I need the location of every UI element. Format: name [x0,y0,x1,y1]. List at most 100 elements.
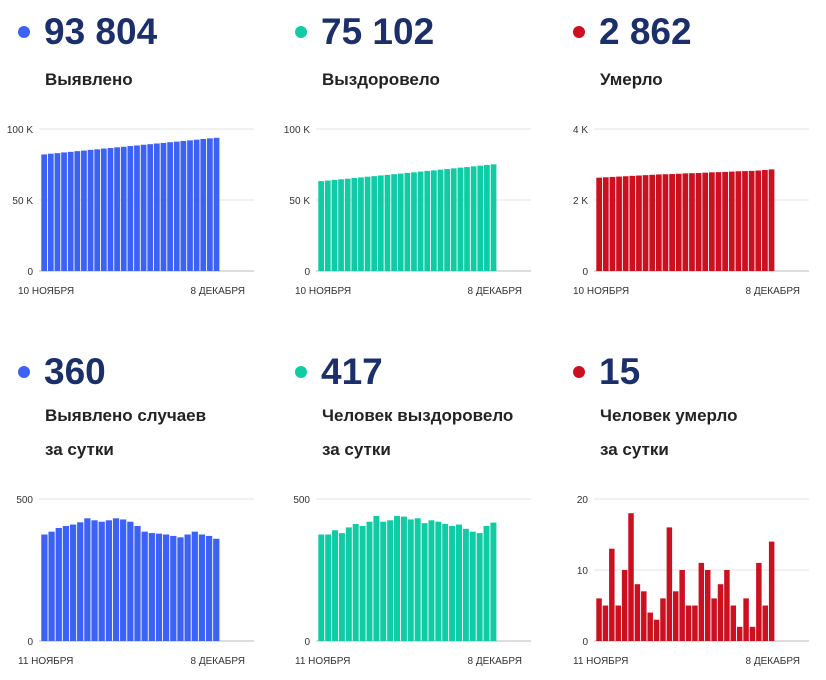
bar [114,147,120,271]
y-tick-label: 100 K [284,125,310,136]
bar [163,534,170,641]
bar [47,153,54,271]
x-tick-label-start: 10 НОЯБРЯ [573,286,629,297]
bar [100,148,107,271]
bar [134,145,140,271]
bar [120,519,127,641]
bar [634,584,641,641]
stat-number: 93 804 [44,11,158,52]
detected-total-panel: 93 804 Выявлено 0 50 K 100 K 10 НОЯБРЯ 8 ДЕКАБ… [0,0,270,330]
bar [615,605,621,641]
bar [647,612,653,641]
bar [380,521,387,641]
bar [331,179,338,271]
stat-number: 360 [44,351,106,392]
legend-dot [18,26,30,38]
y-tick-label: 0 [304,637,310,648]
x-tick-label-end: 8 ДЕКАБРЯ [467,656,522,667]
recovered-total-chart: 0 50 K 100 K 10 НОЯБРЯ 8 ДЕКАБРЯ [284,125,531,297]
bar [141,531,148,641]
bar [457,167,464,271]
bar [655,174,662,271]
recovered-daily-panel: 417 Человек выздоровело за сутки 0 500 11 НОЯ… [277,340,547,670]
bar [391,174,397,271]
bar [105,520,112,641]
bar [711,598,717,641]
stat-number: 417 [321,351,383,392]
y-tick-label: 0 [304,267,310,278]
bar [743,598,749,641]
bar [616,176,622,271]
y-tick-label: 2 K [573,196,588,207]
bar [338,179,344,271]
legend-dot [295,26,307,38]
bar [449,525,456,641]
y-tick-label: 50 K [289,196,310,207]
bar [140,144,147,271]
x-tick-label-start: 11 НОЯБРЯ [18,656,73,667]
y-tick-label: 20 [577,495,589,506]
bar [318,534,325,641]
bar [213,538,220,641]
bar [407,519,414,641]
x-tick-label-end: 8 ДЕКАБРЯ [745,286,800,297]
bar [160,142,167,271]
bar [768,169,775,271]
bar [464,167,470,271]
bar [462,528,469,641]
bar [67,151,74,271]
y-tick-label: 4 K [573,125,588,136]
bar [596,598,602,641]
bar [84,518,91,641]
bar [682,173,689,272]
bar [394,516,401,641]
bar [404,172,411,271]
bar [596,177,603,271]
bar [358,177,364,271]
bar [359,525,366,641]
y-tick-label: 500 [293,495,310,506]
bar [81,150,87,271]
bar [98,521,105,641]
bar [332,530,339,641]
stat-number: 2 862 [599,11,692,52]
bar [709,172,715,271]
x-tick-label-start: 10 НОЯБРЯ [18,286,74,297]
bar [755,170,762,271]
bar [41,154,48,271]
stat-number: 75 102 [321,11,435,52]
bar [748,170,755,271]
bar [470,166,477,271]
legend-dot [573,26,585,38]
bar [184,534,191,641]
legend-dot [295,366,307,378]
bar [602,177,609,271]
bar [69,524,77,641]
bar [134,525,141,641]
bar [483,525,490,641]
bar [609,176,616,271]
bar [205,535,213,641]
bar [622,176,629,271]
bar [675,173,682,271]
bar [469,531,476,641]
bar [715,172,722,271]
bar [41,534,48,641]
bar [127,521,134,641]
bar [455,524,462,641]
bar [338,533,345,641]
bar [364,176,371,271]
bar [198,534,206,641]
bar [107,148,114,271]
legend-dot [573,366,585,378]
bar [345,527,352,641]
bar [173,141,180,271]
stat-label: Человек умерло [600,406,738,425]
bar [94,149,101,271]
bar [673,591,679,641]
stat-label: Выявлено [45,70,133,89]
bar [177,537,184,641]
bar [55,527,62,641]
bar [722,171,728,271]
bar [444,169,450,271]
